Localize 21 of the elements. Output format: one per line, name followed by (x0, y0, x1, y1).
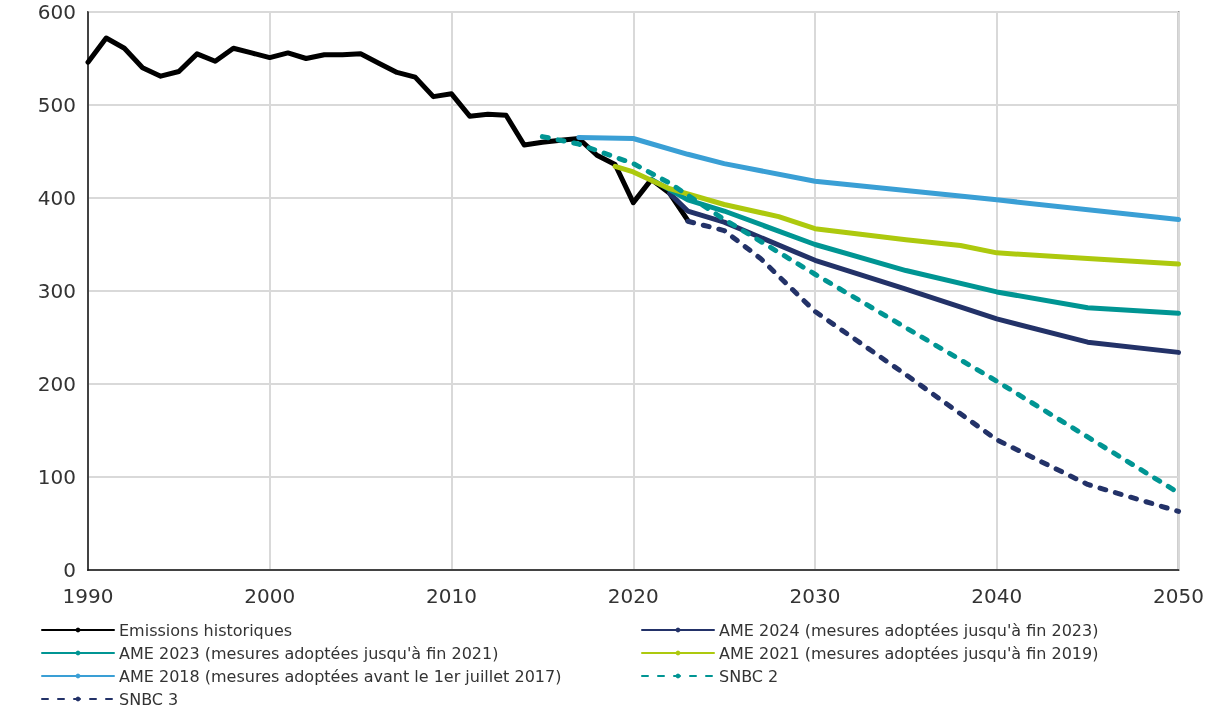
y-tick-label: 500 (37, 93, 76, 117)
legend-label: AME 2021 (mesures adoptées jusqu'à fin 2019) (719, 643, 1099, 663)
y-tick-label: 200 (37, 372, 76, 396)
x-tick-label: 2030 (789, 584, 841, 608)
y-tick-label: 0 (63, 558, 76, 582)
y-tick-label: 600 (37, 0, 76, 24)
x-tick-label: 2020 (607, 584, 659, 608)
legend-label: AME 2024 (mesures adoptées jusqu'à fin 2023) (719, 620, 1099, 640)
x-tick-label: 2040 (971, 584, 1023, 608)
legend-label: SNBC 3 (119, 689, 179, 709)
y-tick-label: 300 (37, 279, 76, 303)
x-tick-label: 2010 (426, 584, 477, 608)
x-tick-label: 1990 (62, 584, 114, 608)
x-tick-label: 2050 (1153, 584, 1204, 608)
legend-label: Emissions historiques (119, 620, 293, 640)
legend-label: AME 2018 (mesures adoptées avant le 1er juillet 2017) (119, 666, 562, 686)
y-tick-label: 100 (37, 465, 76, 489)
legend-label: SNBC 2 (719, 666, 779, 686)
x-tick-label: 2000 (244, 584, 296, 608)
y-tick-label: 400 (37, 186, 76, 210)
legend-label: AME 2023 (mesures adoptées jusqu'à fin 2021) (119, 643, 499, 663)
